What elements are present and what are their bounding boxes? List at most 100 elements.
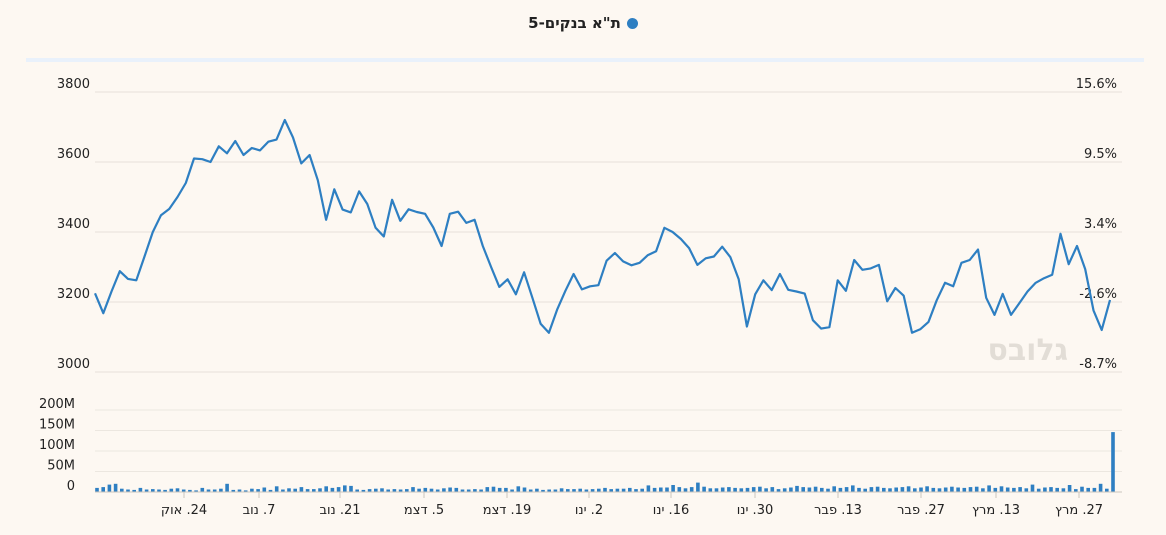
volume-bar [504,487,508,492]
y-right-tick-label: 9.5% [1084,147,1117,162]
volume-bar [144,489,149,492]
volume-bar [473,489,477,492]
volume-bar [677,487,682,492]
volume-bar [411,487,415,492]
volume-bar [578,488,582,492]
volume-bar [590,489,595,492]
volume-bar [541,489,545,492]
volume-bar [200,487,205,492]
volume-bar [621,488,626,492]
volume-bar [597,488,601,492]
price-line[interactable] [93,118,1112,334]
volume-bar [671,485,675,492]
volume-bar [528,489,533,492]
volume-bar [522,487,527,492]
volume-bar [268,489,273,492]
y-right-tick-label: -8.7% [1079,357,1117,372]
volume-bar [689,487,694,492]
volume-bar [281,489,285,492]
volume-bar [460,489,465,492]
x-tick-label: 16. ינו [653,503,689,518]
volume-bar [305,489,310,492]
volume-bar [423,487,428,492]
volume-axis: 200M 150M 100M 50M 0 [39,397,75,494]
legend[interactable]: ת"א בנקים-5 [0,14,1166,32]
volume-bar [634,489,638,492]
volume-bar [386,489,390,492]
y-axis-left: 3800 3600 3400 3200 3000 [57,77,90,372]
volume-bar [1024,488,1029,492]
volume-bar [646,485,651,492]
volume-bar [1061,488,1066,492]
volume-bar [1005,487,1010,492]
volume-bar [795,485,799,492]
volume-bar [937,488,942,492]
volume-bar [1105,488,1109,492]
volume-bar [120,488,124,492]
volume-bar [1043,487,1047,492]
x-axis: 24. אוק 7. נוב 21. נוב 5. דצמ 19. דצמ 2. ינו 1… [161,492,1103,518]
volume-bar [225,483,229,492]
volume-bar [510,489,514,492]
volume-bar [429,488,434,492]
y-right-tick-label: 3.4% [1084,217,1117,232]
volume-bar [1086,487,1090,492]
y-tick-label: 3000 [57,357,90,372]
volume-bar [206,489,211,492]
volume-bar [1036,488,1041,492]
volume-bar [466,489,471,492]
volume-bar [553,489,558,492]
volume-bar [925,486,929,492]
volume-bar [770,487,775,492]
volume-bar [1018,487,1022,492]
volume-tick-label: 100M [39,438,75,453]
volume-bar [863,488,867,492]
volume-bar [250,488,254,492]
volume-bar [435,489,440,492]
volume-bar [535,488,539,492]
volume-bar [380,488,384,492]
x-tick-label: 19. דצמ [483,503,531,518]
volume-bar [1080,486,1084,492]
volume-bar [720,487,725,492]
volume-tick-label: 0 [67,479,75,494]
volume-bar [497,487,502,492]
volume-bar [702,486,706,492]
legend-series-label: ת"א בנקים-5 [528,14,621,32]
volume-bar [355,489,359,492]
volume-bar [231,489,236,492]
volume-tick-label: 200M [39,397,75,412]
volume-bar [262,487,267,492]
legend-series-dot [626,18,638,29]
volume-bar [974,486,979,492]
volume-bar [826,488,830,492]
volume-bar [807,487,812,492]
volume-bar [1092,487,1097,492]
y-tick-label: 3600 [57,147,90,162]
volume-bar [1111,432,1115,492]
volume-bar [894,487,898,492]
volume-bar [832,486,836,492]
volume-bar [869,487,874,492]
volume-bar [1055,487,1059,492]
volume-bar [820,487,824,492]
volume-bar [175,488,180,492]
volume-bar [931,487,936,492]
volume-bar [603,487,607,492]
volume-bar [739,488,744,492]
volume-bar [745,487,750,492]
volume-bar [857,487,861,492]
volume-bar [398,489,403,492]
volume-bar [547,489,551,492]
volume-bars [95,432,1115,492]
x-tick-label: 13. מרץ [972,503,1020,518]
volume-bar [491,486,496,492]
volume-bar [293,488,297,492]
volume-bar [813,486,818,492]
volume-bar [727,487,731,492]
volume-bar [609,489,613,492]
volume-bar [714,488,719,492]
x-tick-label: 27. מרץ [1055,503,1103,518]
volume-tick-label: 150M [39,418,75,433]
